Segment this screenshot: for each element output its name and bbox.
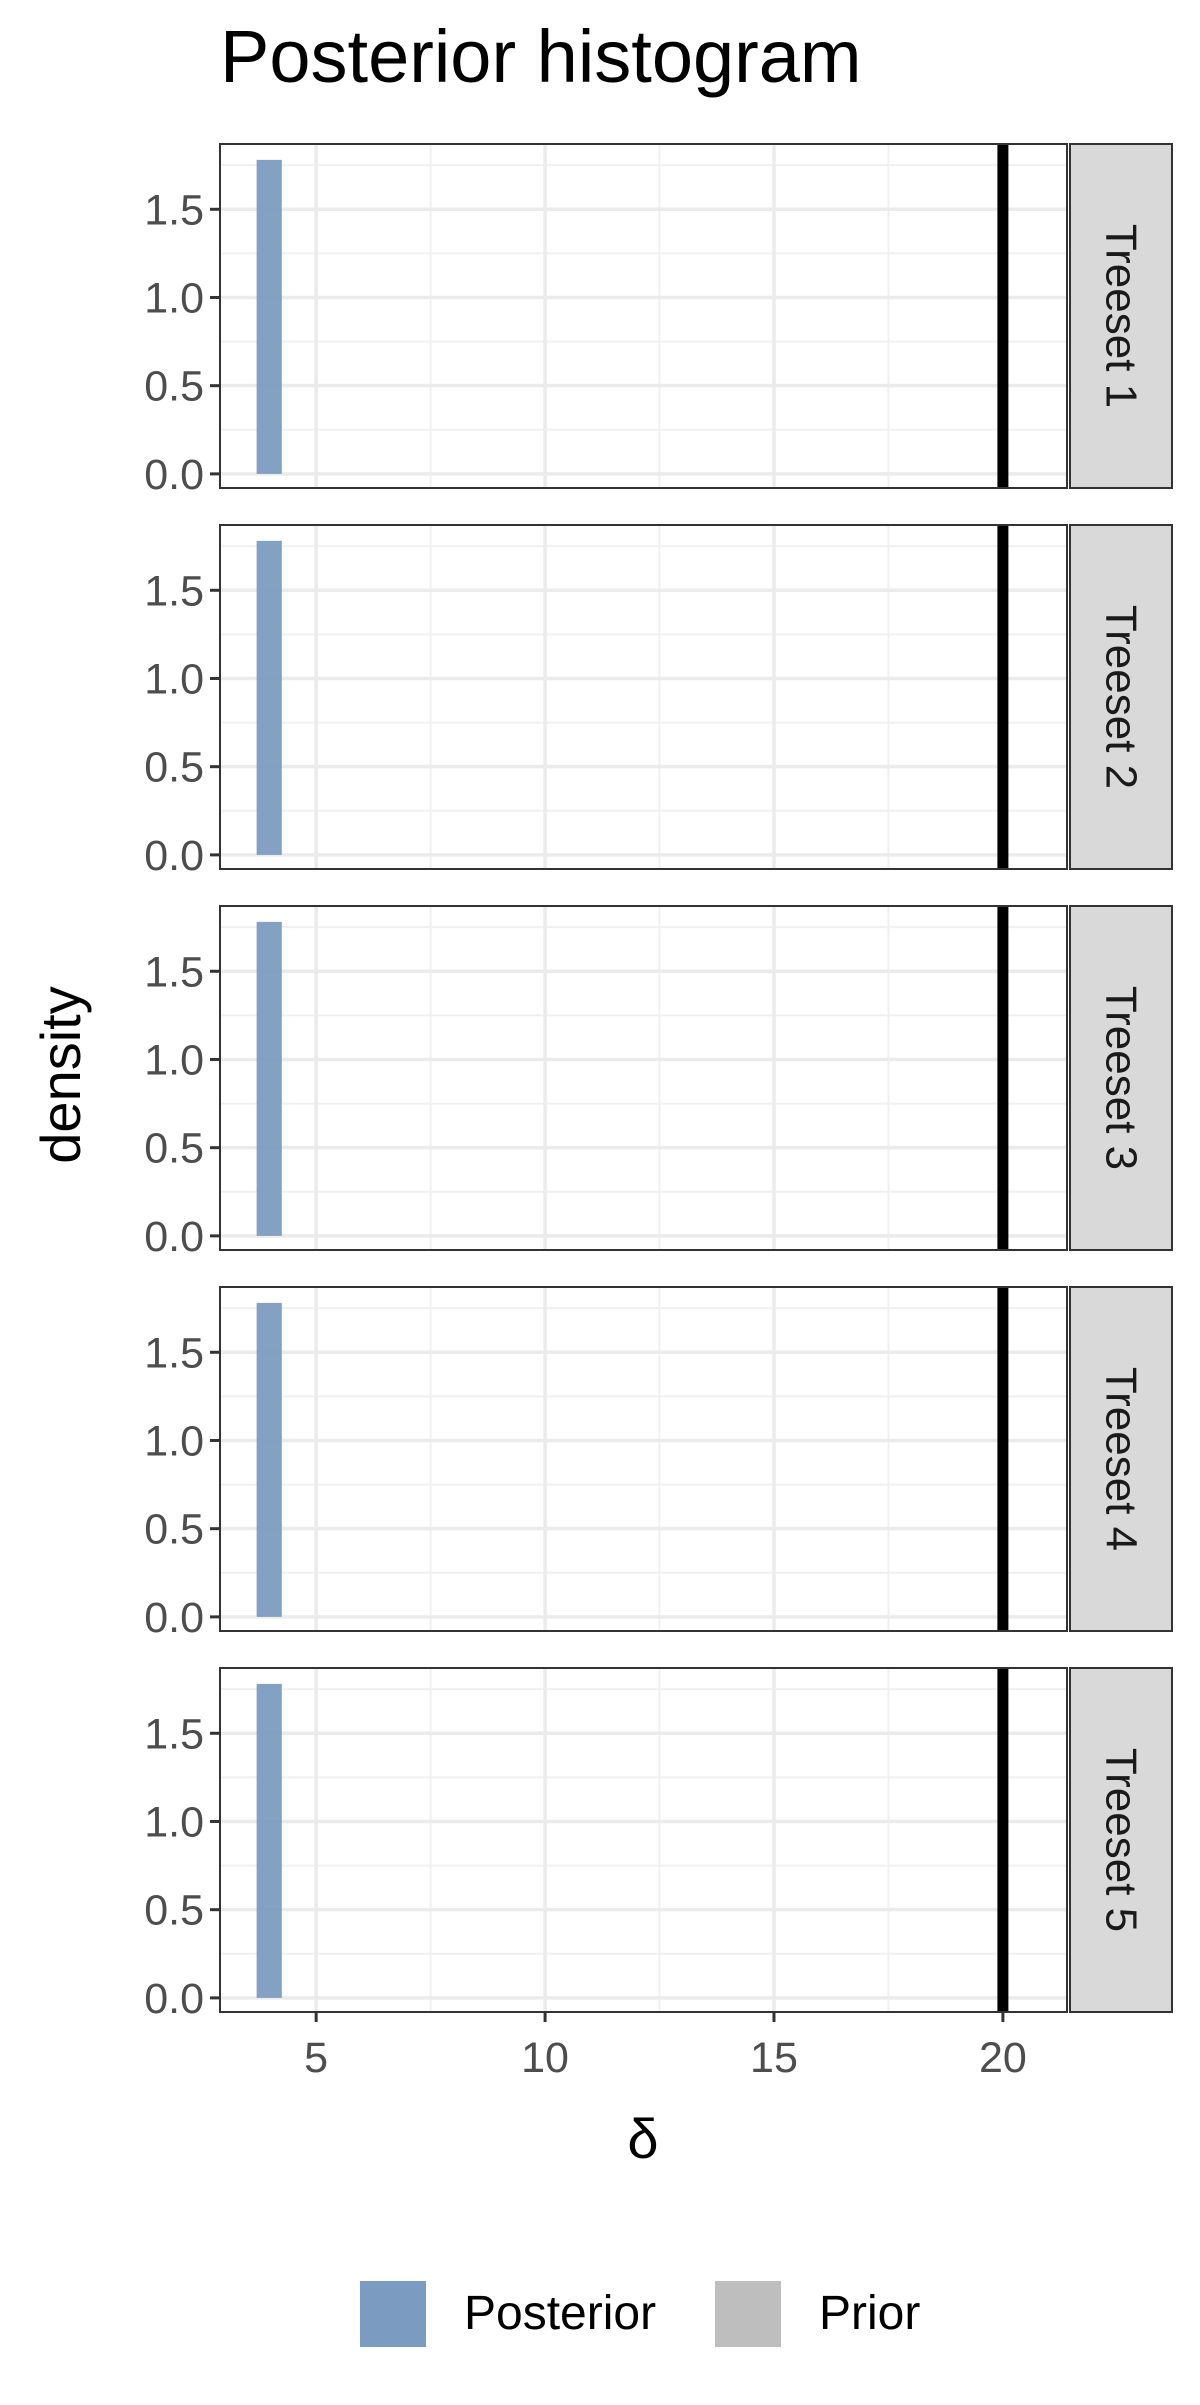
x-tick-label: 5 [304,2034,328,2082]
posterior-bar [256,1302,282,1617]
facet-strip-background [1069,1286,1173,1632]
facet-strip: Treeset 2 [1069,524,1173,870]
facet-strip-background [1069,143,1173,489]
facet-strip: Treeset 5 [1069,1667,1173,2013]
facet-strip-label: Treeset 2 [1097,605,1146,789]
y-tick-label: 1.5 [144,186,204,234]
facet-strip-label: Treeset 5 [1097,1748,1146,1932]
posterior-bar [256,159,282,474]
y-tick-label: 1.5 [144,1710,204,1758]
facet-strip-label: Treeset 3 [1097,986,1146,1170]
panel-border [219,1286,1068,1632]
panel-border [219,524,1068,870]
facet-strip: Treeset 4 [1069,1286,1173,1632]
facet-strip-label: Treeset 1 [1097,224,1146,408]
panel-background [220,906,1067,1250]
legend-label-1: Posterior [464,2287,656,2340]
panel-border [219,143,1068,489]
posterior-bar [256,540,282,855]
posterior-bar [256,1683,282,1998]
y-tick-label: 0.5 [144,1887,204,1935]
posterior-bar [256,921,282,1236]
facet-strip-label: Treeset 4 [1097,1367,1146,1551]
y-tick-label: 1.0 [144,274,204,322]
y-tick-label: 0.0 [144,1975,204,2023]
facet-strip-background [1069,905,1173,1251]
facet-strip: Treeset 1 [1069,143,1173,489]
y-tick-label: 1.0 [144,1798,204,1846]
panel-background [220,1287,1067,1631]
facet-panel-1: 0.0 0.5 1.0 1.5 Treeset 1 [144,143,1173,499]
y-tick-label: 1.5 [144,1329,204,1377]
legend-key-2 [715,2281,781,2347]
x-tick-label: 15 [750,2034,798,2082]
facet-panel-3: 0.0 0.5 1.0 1.5 Treeset 3 [144,905,1173,1261]
panel-border [219,905,1068,1251]
y-tick-label: 0.0 [144,1213,204,1261]
x-tick-label: 20 [979,2034,1027,2082]
chart-title: Posterior histogram [220,15,862,98]
x-tick-label: 10 [521,2034,569,2082]
x-axis-label: δ [627,2107,658,2170]
y-tick-label: 1.0 [144,655,204,703]
panel-background [220,1668,1067,2012]
y-tick-label: 1.0 [144,1417,204,1465]
panel-background [220,525,1067,869]
y-axis-label: density [29,986,92,1163]
y-tick-label: 0.0 [144,451,204,499]
y-tick-label: 0.5 [144,744,204,792]
y-tick-label: 0.5 [144,363,204,411]
panel-background [220,144,1067,488]
facet-strip-background [1069,1667,1173,2013]
y-tick-label: 1.0 [144,1036,204,1084]
legend-label-2: Prior [819,2287,920,2340]
y-tick-label: 0.0 [144,832,204,880]
facet-panel-5: 0.0 0.5 1.0 1.5 Treeset 5 [144,1667,1173,2023]
legend-key-1 [360,2281,426,2347]
facet-strip-background [1069,524,1173,870]
panel-border [219,1667,1068,2013]
facet-panel-2: 0.0 0.5 1.0 1.5 Treeset 2 [144,524,1173,880]
y-tick-label: 1.5 [144,948,204,996]
facet-panel-4: 0.0 0.5 1.0 1.5 Treeset 4 [144,1286,1173,1642]
y-tick-label: 0.0 [144,1594,204,1642]
y-tick-label: 1.5 [144,567,204,615]
y-tick-label: 0.5 [144,1125,204,1173]
facet-strip: Treeset 3 [1069,905,1173,1251]
y-tick-label: 0.5 [144,1506,204,1554]
